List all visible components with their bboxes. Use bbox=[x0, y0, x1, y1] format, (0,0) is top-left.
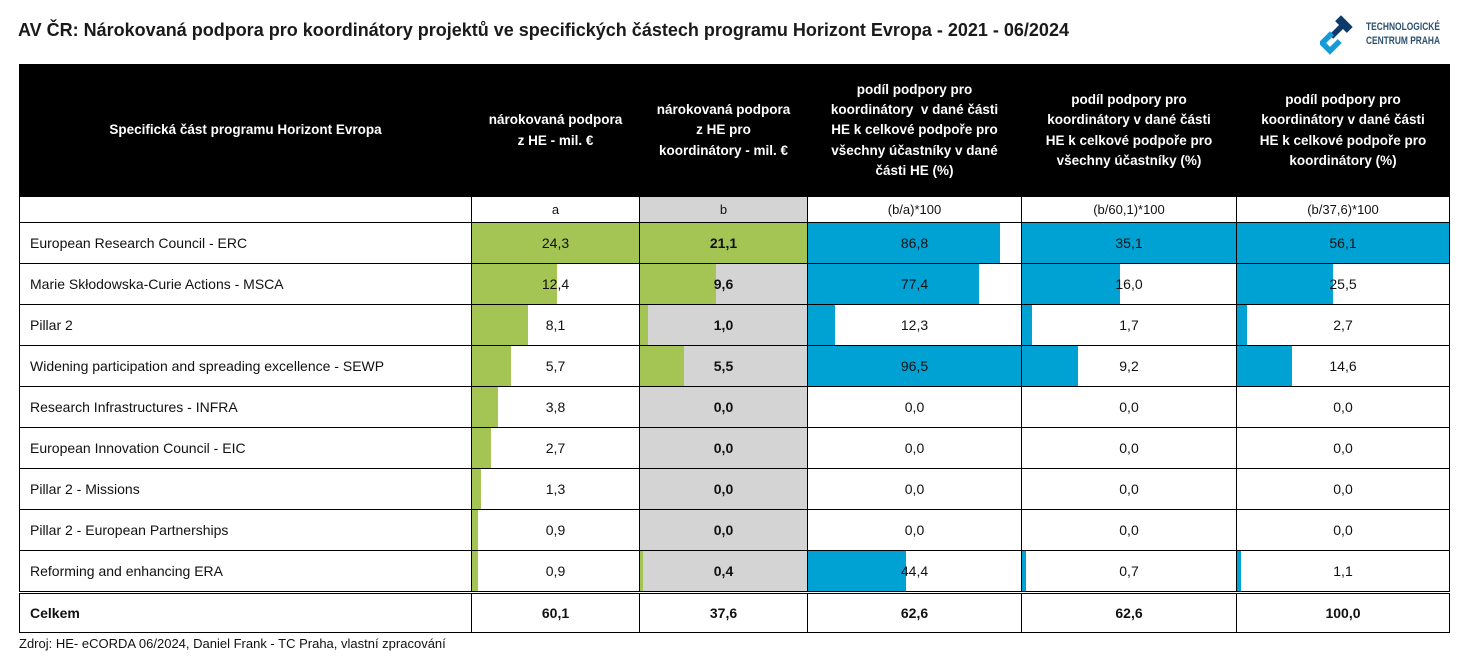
svg-text:TECHNOLOGICKÉ: TECHNOLOGICKÉ bbox=[1366, 20, 1440, 33]
svg-text:CENTRUM PRAHA: CENTRUM PRAHA bbox=[1366, 35, 1440, 47]
